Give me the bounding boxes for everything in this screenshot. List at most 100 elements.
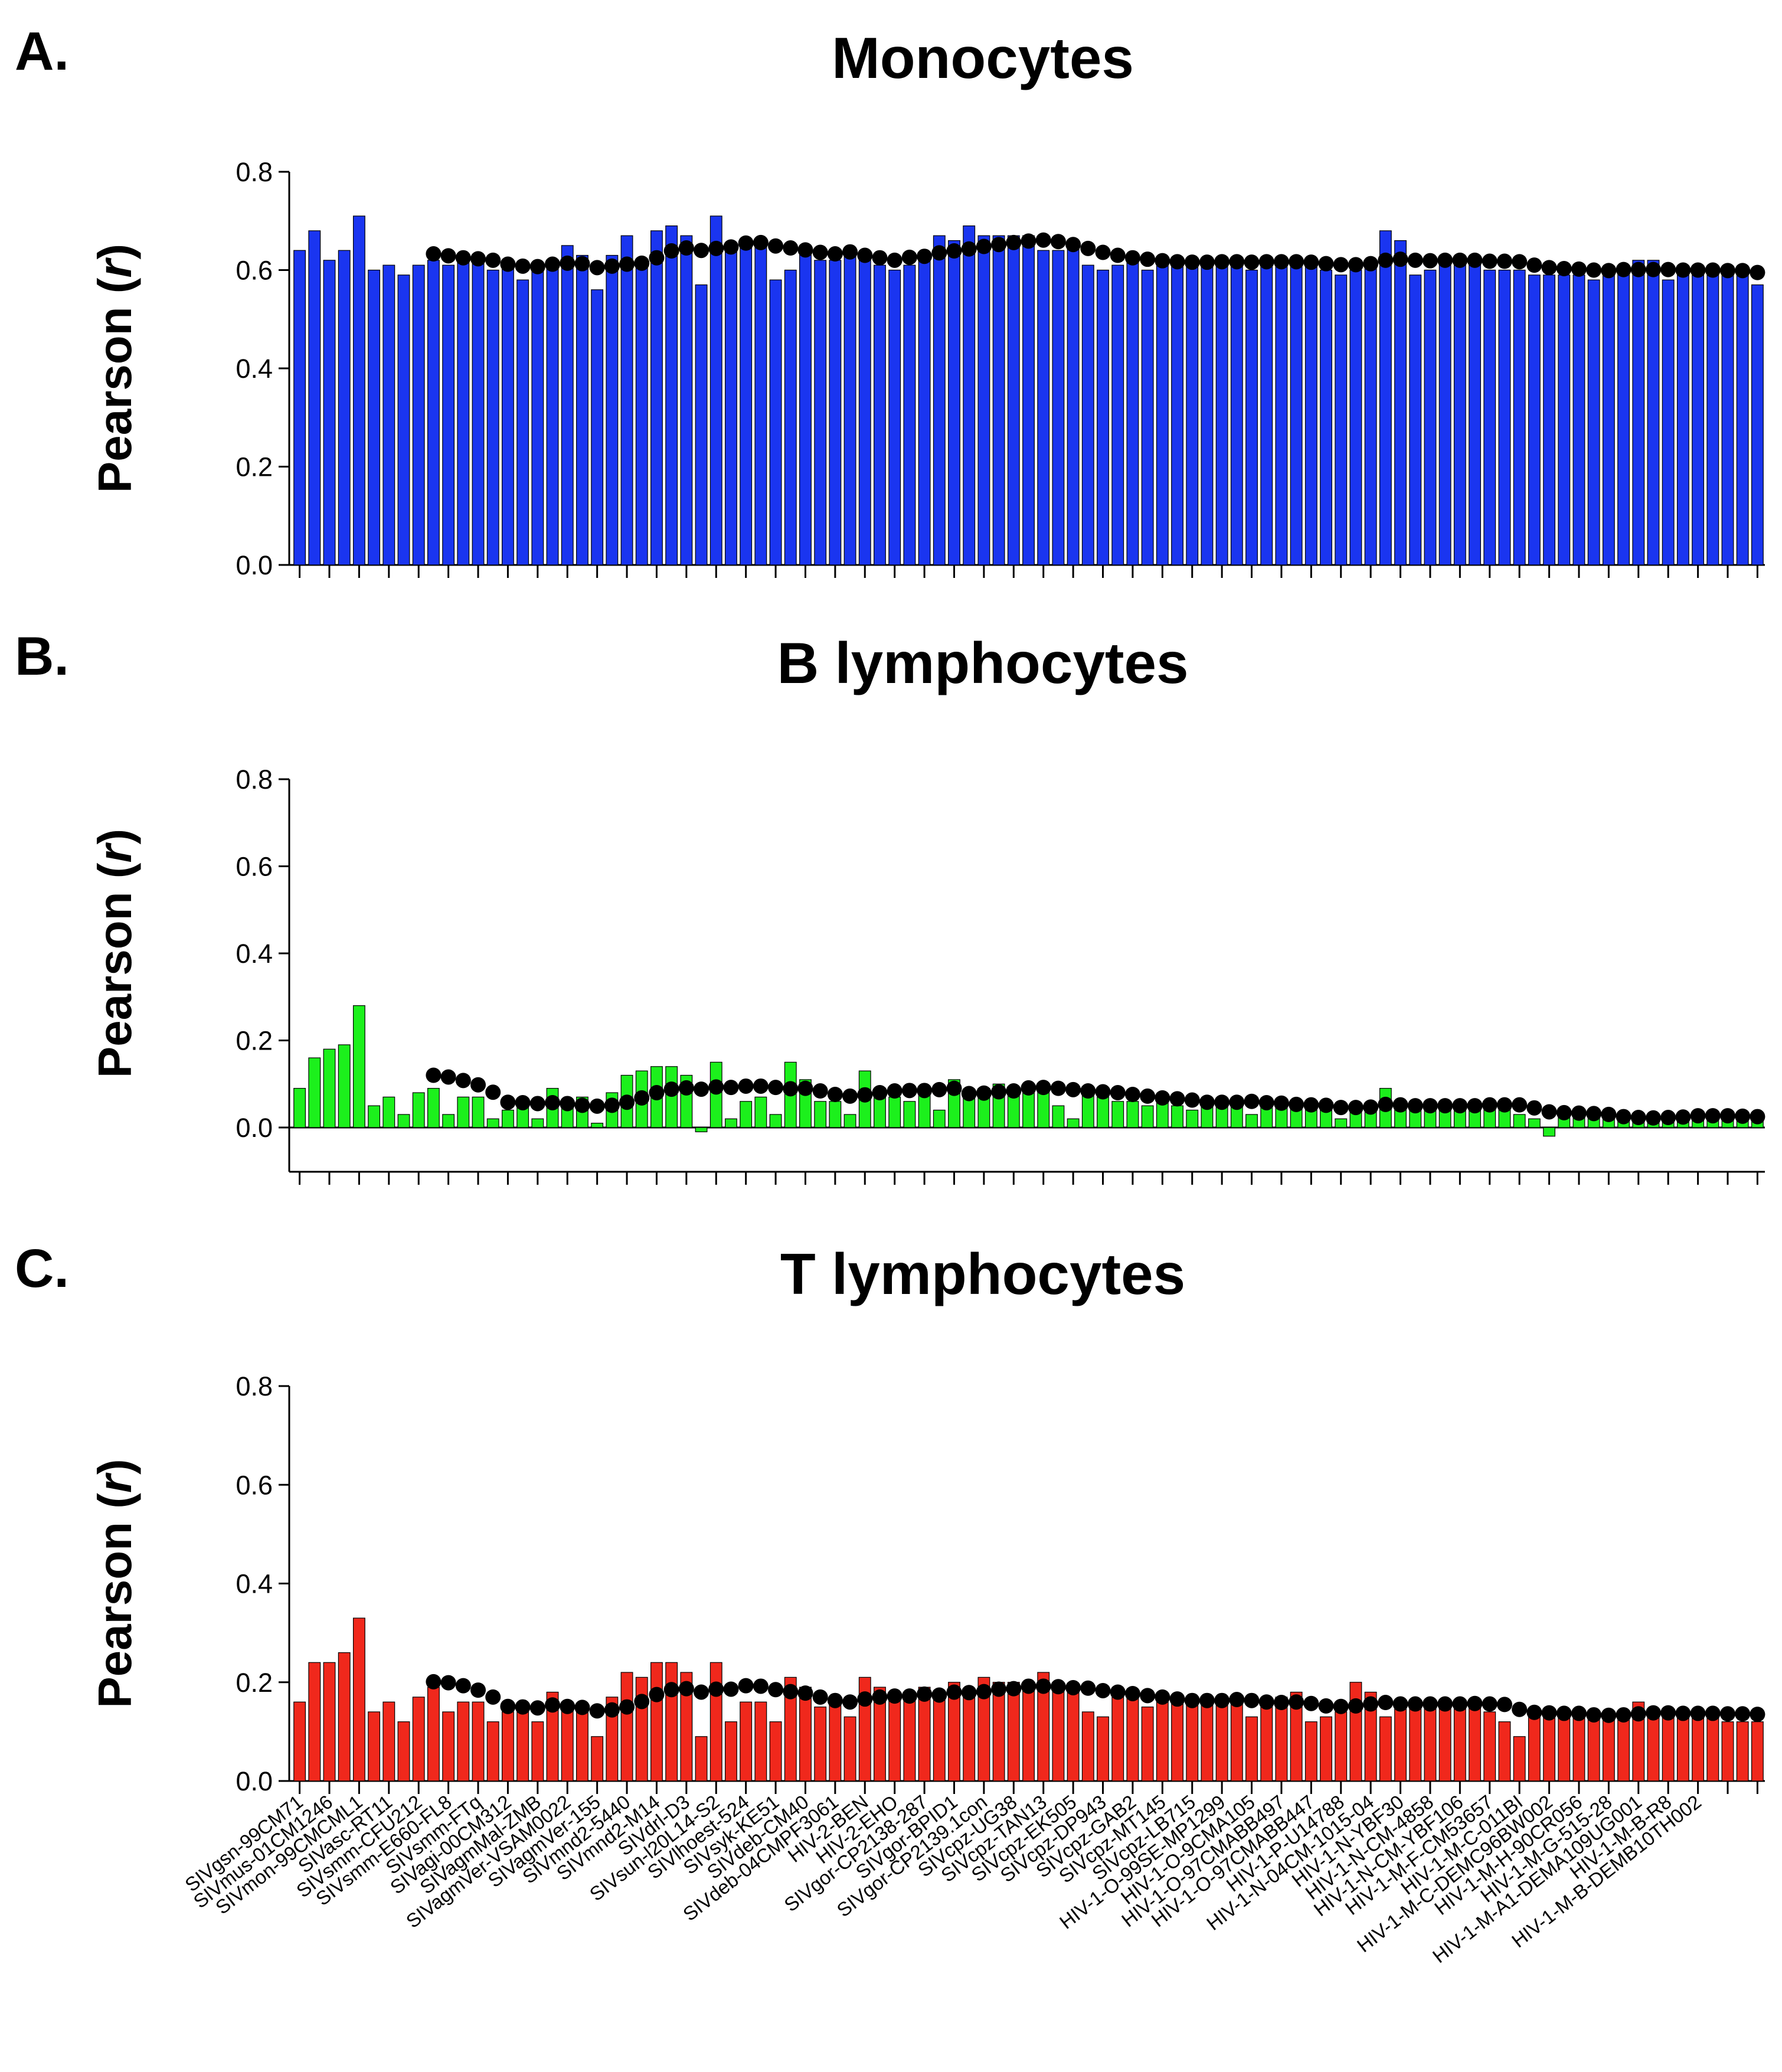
bar: [442, 1114, 455, 1128]
avg-dot: [1392, 251, 1408, 267]
bar: [1662, 279, 1675, 566]
avg-dot: [1660, 262, 1676, 277]
avg-dot: [589, 1098, 605, 1114]
avg-dot: [1124, 1685, 1140, 1701]
bar: [1052, 250, 1065, 566]
bar: [1097, 269, 1109, 566]
bar: [382, 1096, 395, 1128]
bar: [516, 1706, 529, 1782]
bar: [412, 264, 425, 566]
avg-dot: [1660, 1705, 1676, 1721]
bar: [338, 1652, 351, 1782]
panel-1: A. Monocytes Pearson (r) 0.0 0.2 0.4 0.6 0.8: [15, 21, 1765, 580]
bar: [427, 260, 440, 566]
bar: [992, 1682, 1005, 1782]
avg-dot: [1318, 1097, 1334, 1113]
bar: [754, 1701, 767, 1782]
avg-dot: [1719, 1108, 1735, 1124]
avg-dot: [1630, 1706, 1646, 1722]
bar: [963, 1697, 976, 1782]
avg-dot: [1675, 1705, 1691, 1721]
bar: [1335, 1711, 1348, 1782]
avg-dot: [917, 249, 933, 264]
bar: [1230, 1701, 1243, 1782]
avg-dot: [1735, 263, 1751, 279]
avg-dot: [1437, 1696, 1453, 1712]
bar: [531, 1118, 544, 1128]
bar: [412, 1092, 425, 1128]
bar: [1097, 1716, 1109, 1782]
bar: [1126, 1101, 1139, 1128]
avg-dot: [1586, 1106, 1602, 1122]
avg-dot: [901, 249, 917, 265]
avg-dot: [1065, 1679, 1081, 1695]
bar: [1111, 1691, 1124, 1782]
bar: [293, 1701, 306, 1782]
bar: [754, 1096, 767, 1128]
bar: [769, 279, 782, 566]
avg-dot: [1229, 1094, 1245, 1110]
bar: [442, 264, 455, 566]
avg-dot: [500, 256, 516, 272]
bar: [933, 1691, 946, 1782]
bar: [1453, 264, 1466, 566]
y-tick-label: 0.8: [236, 1371, 273, 1401]
avg-dot: [1110, 1684, 1126, 1700]
bar: [1335, 1118, 1348, 1128]
bar: [1349, 1682, 1362, 1782]
bar: [1290, 1691, 1303, 1782]
bar: [1171, 1105, 1183, 1128]
bar: [1543, 274, 1555, 566]
bar: [397, 1721, 410, 1782]
avg-dot: [440, 1069, 456, 1085]
avg-dot: [1348, 1698, 1364, 1714]
avg-dot: [946, 1684, 962, 1700]
bar: [1438, 264, 1451, 566]
avg-dot: [1035, 232, 1051, 248]
bar: [1736, 1721, 1749, 1782]
avg-dot: [723, 239, 739, 255]
bar: [397, 1114, 410, 1128]
bar: [457, 1096, 470, 1128]
avg-dot: [738, 1678, 754, 1694]
avg-dot: [1601, 263, 1617, 279]
bar: [1692, 274, 1705, 566]
bar: [1632, 260, 1645, 566]
avg-dot: [440, 1675, 456, 1691]
bar: [1111, 1101, 1124, 1128]
panel-title: Monocytes: [832, 25, 1134, 90]
bar: [546, 1691, 559, 1782]
avg-dot: [1303, 254, 1319, 270]
panel-title: B lymphocytes: [777, 630, 1188, 695]
avg-dot: [1541, 1104, 1557, 1120]
bar: [1379, 1716, 1392, 1782]
avg-dot: [619, 1699, 635, 1715]
bar: [1260, 264, 1273, 566]
y-tick-label: 0.4: [236, 939, 273, 969]
avg-dot: [1140, 1688, 1156, 1704]
y-axis-label-main: Pearson (: [89, 1493, 141, 1708]
avg-dot: [1719, 263, 1735, 279]
bar: [1081, 264, 1094, 566]
avg-dot: [887, 1083, 903, 1099]
bar: [740, 240, 753, 566]
avg-dot: [1705, 1108, 1721, 1124]
avg-dot: [768, 1080, 784, 1096]
bar: [903, 264, 916, 566]
avg-dot: [1184, 1692, 1200, 1708]
avg-dot: [842, 244, 858, 260]
y-tick-label: 0.4: [236, 1569, 273, 1599]
avg-dot: [663, 243, 679, 259]
bar: [888, 1697, 901, 1782]
y-axis-label-close: ): [89, 1459, 141, 1475]
avg-dot: [1155, 1090, 1170, 1106]
bar: [457, 260, 470, 566]
avg-dot: [678, 1080, 694, 1096]
bar: [948, 240, 960, 566]
avg-dot: [694, 243, 709, 259]
avg-dot: [976, 238, 992, 254]
avg-dot: [1392, 1097, 1408, 1113]
avg-dot: [1556, 1705, 1572, 1721]
bar: [1706, 1716, 1719, 1782]
avg-dot: [1169, 1091, 1185, 1107]
